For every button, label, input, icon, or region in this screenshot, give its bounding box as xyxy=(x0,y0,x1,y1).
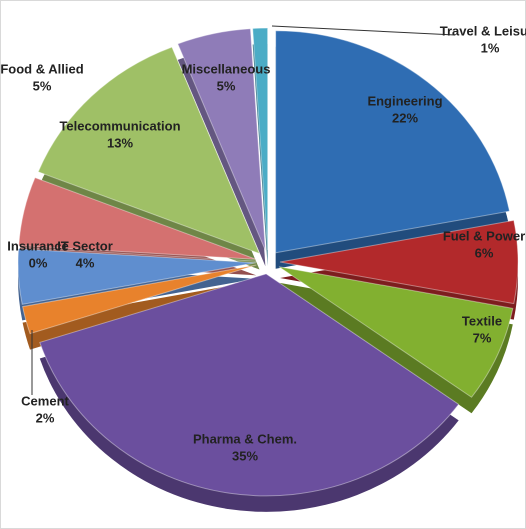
slice-value-label: 22% xyxy=(392,110,418,125)
slice xyxy=(17,248,257,305)
slice-value-label: 5% xyxy=(217,78,236,93)
slice-value-label: 5% xyxy=(33,78,52,93)
slice-value-label: 2% xyxy=(36,410,55,425)
slice xyxy=(21,264,257,335)
slice xyxy=(177,28,266,251)
slice xyxy=(18,177,257,260)
slice-value-label: 13% xyxy=(107,135,133,150)
slice-label: Fuel & Power xyxy=(443,228,525,243)
slice xyxy=(278,266,514,398)
slice-label: Pharma & Chem. xyxy=(193,431,297,446)
slice xyxy=(279,219,519,305)
slice xyxy=(275,30,511,254)
slice-label: Travel & Leisure xyxy=(440,23,526,38)
slice-label: Cement xyxy=(21,393,69,408)
slice-value-label: 4% xyxy=(76,255,95,270)
slice-label: Textile xyxy=(462,313,502,328)
slice-value-label: 6% xyxy=(475,245,494,260)
slice-label: Miscellaneous xyxy=(182,61,271,76)
slice-value-label: 1% xyxy=(481,40,500,55)
slice-value-label: 7% xyxy=(473,330,492,345)
slice-label: Engineering xyxy=(367,93,442,108)
slice-label: Food & Allied xyxy=(0,61,83,76)
leader-line xyxy=(271,25,456,36)
slice xyxy=(39,273,460,497)
slice xyxy=(252,27,269,251)
slice-label: IT Sector xyxy=(57,238,113,253)
slice-label: Telecommunication xyxy=(59,118,180,133)
slice-value-label: 35% xyxy=(232,448,258,463)
slice-label: Insurance xyxy=(7,238,68,253)
slice xyxy=(37,46,261,255)
slice-value-label: 0% xyxy=(29,255,48,270)
slices xyxy=(17,27,519,512)
labels: Engineering 22% Fuel & Power 6% Textile 7% Pha… xyxy=(0,23,526,463)
